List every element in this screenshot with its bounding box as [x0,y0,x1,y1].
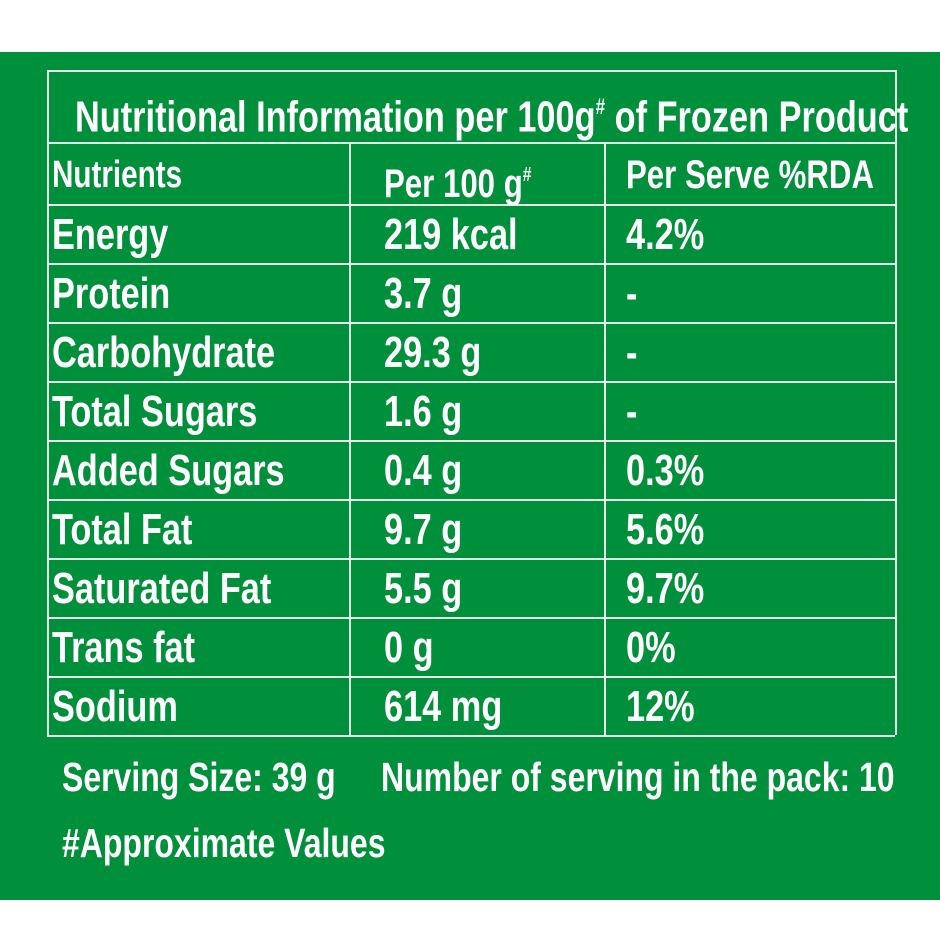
text-part: Protein [52,269,171,318]
h-rule [47,499,895,501]
table-cell: Protein [52,263,170,322]
h-rule [47,676,895,678]
table-cell: 614 mg [384,676,502,735]
text-part: 614 mg [384,682,503,731]
table-cell: 9.7 g [384,499,462,558]
table-cell: Energy [52,204,168,263]
text-part: Energy [52,210,169,259]
h-rule [47,440,895,442]
table-cell: 12% [626,676,695,735]
v-rule [47,70,49,735]
text-part: of Frozen Product [605,92,909,142]
text-part: Saturated Fat [52,564,272,613]
table-cell: Trans fat [52,617,195,676]
table-cell: 0 g [384,617,434,676]
text-part: 3.7 g [384,269,463,318]
text-part: Carbohydrate [52,328,276,377]
text-part: 0% [626,623,676,672]
text-part: - [626,328,638,377]
table-cell: 1.6 g [384,381,462,440]
table-cell: 4.2% [626,204,704,263]
table-cell: - [626,263,637,322]
text-part: Per 100 g [384,162,523,206]
text-part: 5.6% [626,505,705,554]
table-cell: 0% [626,617,676,676]
servings-per-pack: Number of serving in the pack: 10 [381,752,895,802]
table-title: Nutritional Information per 100g# of Fro… [75,72,908,142]
table-cell: Total Sugars [52,381,257,440]
table-cell: Added Sugars [52,440,285,499]
h-rule [47,263,895,265]
text-part: 29.3 g [384,328,482,377]
h-rule [47,558,895,560]
text-part: 9.7% [626,564,705,613]
v-rule [349,142,351,735]
text-part: 0 g [384,623,434,672]
text-part: Total Fat [52,505,193,554]
text-part: 4.2% [626,210,705,259]
table-cell: Total Fat [52,499,192,558]
text-part: Trans fat [52,623,196,672]
note: #Approximate Values [62,818,385,868]
text-part: 12% [626,682,695,731]
text-part: # [595,94,606,119]
text-part: 9.7 g [384,505,463,554]
h-rule [47,70,895,72]
h-rule [47,735,895,737]
table-cell: 9.7% [626,558,704,617]
text-part: Nutrients [52,154,183,196]
text-part: 5.5 g [384,564,463,613]
table-cell: 219 kcal [384,204,518,263]
text-part: Number of serving in the pack: 10 [381,754,895,800]
column-header: Per 100 g# [384,142,532,206]
h-rule [47,322,895,324]
v-rule [604,142,606,735]
text-part: 219 kcal [384,210,518,259]
text-part: Nutritional Information per 100g [75,92,596,142]
text-part: Total Sugars [52,387,258,436]
text-part: - [626,387,638,436]
table-cell: - [626,322,637,381]
column-header: Nutrients [52,142,182,204]
table-cell: 29.3 g [384,322,481,381]
text-part: 0.3% [626,446,705,495]
table-cell: Carbohydrate [52,322,275,381]
text-part: - [626,269,638,318]
text-part: 0.4 g [384,446,463,495]
text-part: Added Sugars [52,446,285,495]
serving-size: Serving Size: 39 g [62,752,336,802]
h-rule [47,617,895,619]
table-cell: Sodium [52,676,178,735]
table-cell: Saturated Fat [52,558,271,617]
table-cell: - [626,381,637,440]
h-rule [47,142,895,144]
table-cell: 0.4 g [384,440,462,499]
text-part: Sodium [52,682,178,731]
table-cell: 0.3% [626,440,704,499]
v-rule [895,70,897,735]
table-cell: 5.5 g [384,558,462,617]
text-part: 1.6 g [384,387,463,436]
column-header: Per Serve %RDA [626,142,874,204]
table-cell: 5.6% [626,499,704,558]
text-part: Serving Size: 39 g [62,754,336,800]
text-part: Per Serve %RDA [626,153,874,197]
text-part: #Approximate Values [62,820,386,866]
panel [0,52,940,900]
h-rule [47,204,895,206]
table-cell: 3.7 g [384,263,462,322]
h-rule [47,381,895,383]
text-part: # [522,164,532,186]
